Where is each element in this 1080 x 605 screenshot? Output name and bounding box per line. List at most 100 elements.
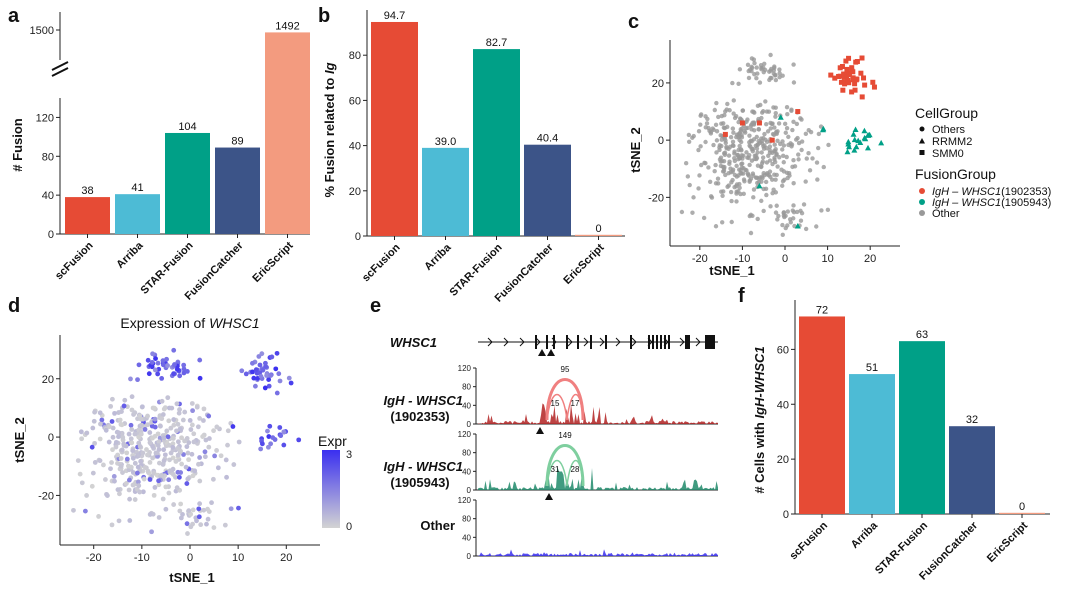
- d-point: [142, 427, 148, 432]
- c-point-other: [701, 215, 707, 221]
- c-point-other: [720, 193, 725, 198]
- d-point: [190, 473, 196, 479]
- d-point: [259, 441, 265, 447]
- d-point: [231, 462, 237, 467]
- bar-chart-f: # Cells with IgH-WHSC1 0 20 40 60 72 scFusion…: [752, 300, 1050, 583]
- c-point-other: [791, 119, 796, 125]
- track-ytick-label: 40: [462, 533, 471, 542]
- a-bar-arriba: [115, 194, 160, 234]
- d-point: [144, 447, 149, 452]
- f-ytick-label: 0: [783, 509, 789, 521]
- d-point: [89, 483, 95, 489]
- d-point: [201, 418, 206, 423]
- d-point: [109, 460, 114, 465]
- gene-strand-chevron: [679, 337, 685, 347]
- d-point: [160, 462, 166, 467]
- c-point-other: [739, 126, 745, 131]
- c-point-other: [703, 114, 708, 119]
- c-point-other: [719, 189, 724, 194]
- c-point-other: [799, 117, 804, 122]
- d-point: [112, 410, 117, 416]
- c-point-fusion-1902353: [862, 82, 868, 88]
- d-point: [108, 403, 114, 409]
- d-point: [202, 449, 208, 455]
- c-point-other: [724, 107, 729, 112]
- splice-arc-small: [566, 460, 584, 487]
- c-point-other: [734, 163, 739, 169]
- c-point-other: [769, 66, 774, 72]
- d-point: [190, 408, 196, 414]
- d-point: [79, 480, 85, 486]
- c-point-other: [703, 161, 708, 166]
- colorbar: [322, 450, 340, 528]
- coverage-area: [478, 467, 718, 490]
- c-point-other: [781, 210, 787, 215]
- f-ytick-label: 60: [777, 344, 789, 356]
- c-point-other: [691, 133, 696, 139]
- c-point-other: [752, 128, 757, 133]
- c-point-other: [791, 203, 796, 208]
- c-point-fusion-1902353: [795, 109, 801, 115]
- d-point: [160, 358, 166, 364]
- d-point: [189, 401, 195, 406]
- track-ytick-label: 0: [467, 552, 472, 561]
- c-point-other: [773, 110, 778, 116]
- legend-cell-rrmm2: RRMM2: [932, 136, 972, 148]
- c-point-fusion-1905943: [852, 126, 859, 133]
- gene-exon: [685, 335, 690, 349]
- c-point-other: [790, 127, 795, 133]
- d-point: [214, 424, 220, 430]
- c-point-other: [763, 179, 769, 185]
- c-point-other: [751, 109, 756, 115]
- c-point-other: [754, 134, 759, 140]
- d-point: [110, 396, 115, 402]
- c-point-other: [768, 204, 773, 209]
- d-point: [97, 458, 103, 464]
- d-point: [160, 362, 166, 368]
- d-point: [278, 433, 284, 439]
- d-point: [251, 375, 257, 381]
- d-point: [156, 439, 162, 445]
- d-point: [161, 447, 167, 453]
- c-point-other: [803, 226, 809, 232]
- f-category-label: EricScript: [985, 519, 1030, 564]
- c-point-other: [815, 145, 821, 151]
- c-point-other: [793, 137, 799, 142]
- d-xtick-label: 20: [280, 552, 292, 564]
- c-point-other: [766, 109, 772, 114]
- c-point-fusion-1905943: [794, 222, 801, 229]
- c-point-other: [686, 139, 692, 144]
- c-point-other: [713, 224, 719, 229]
- d-point: [108, 466, 113, 472]
- c-point-other: [728, 166, 733, 171]
- c-point-other: [791, 157, 796, 163]
- legend-c: CellGroup Others RRMM2 SMM0 FusionGroup …: [915, 105, 1051, 220]
- c-point-other: [752, 60, 757, 66]
- legend-symbol-fusion-1: [919, 188, 925, 194]
- c-point-other: [772, 142, 777, 147]
- gene-strand-chevron: [487, 337, 493, 347]
- d-point: [110, 425, 116, 431]
- c-point-other: [739, 161, 744, 167]
- c-point-other: [698, 162, 704, 168]
- d-point: [170, 444, 176, 450]
- legend-title-fusiongroup: FusionGroup: [915, 166, 996, 182]
- d-point: [127, 496, 133, 502]
- d-point: [170, 455, 176, 461]
- arc-count-label: 17: [571, 399, 580, 408]
- f-value-label: 72: [816, 304, 828, 316]
- c-point-fusion-1902353: [852, 81, 858, 87]
- c-point-other: [713, 162, 718, 168]
- d-point: [84, 430, 90, 436]
- c-point-other: [730, 80, 735, 86]
- c-point-other: [803, 131, 809, 137]
- d-point: [119, 447, 125, 453]
- a-category-label: EricScript: [250, 239, 295, 284]
- d-point: [109, 522, 115, 528]
- c-point-other: [799, 147, 804, 153]
- c-point-other: [741, 153, 746, 158]
- f-bar-ericscript: [999, 512, 1045, 514]
- d-point: [181, 362, 187, 368]
- c-point-other: [789, 108, 794, 114]
- a-bar-star-fusion: [165, 132, 210, 234]
